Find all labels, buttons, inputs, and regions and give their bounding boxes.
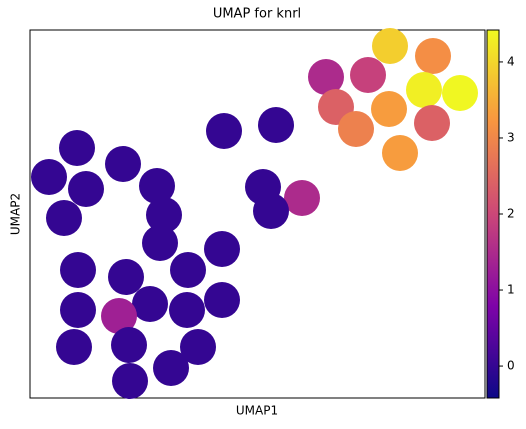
point xyxy=(68,171,104,207)
point xyxy=(371,91,407,127)
point xyxy=(180,329,216,365)
point xyxy=(206,113,242,149)
point xyxy=(60,252,96,288)
point xyxy=(60,292,96,328)
point xyxy=(56,329,92,365)
point xyxy=(406,72,442,108)
point xyxy=(169,292,205,328)
colorbar xyxy=(487,30,499,398)
point xyxy=(59,130,95,166)
point xyxy=(382,135,418,171)
point xyxy=(142,225,178,261)
point xyxy=(308,59,344,95)
point xyxy=(108,259,144,295)
point xyxy=(31,159,67,195)
x-axis-label: UMAP1 xyxy=(236,404,278,418)
point xyxy=(414,105,450,141)
point xyxy=(101,298,137,334)
point xyxy=(415,38,451,74)
point xyxy=(204,282,240,318)
point xyxy=(338,111,374,147)
y-axis-label: UMAP2 xyxy=(9,193,23,235)
point xyxy=(253,193,289,229)
colorbar-tick-label: 0 xyxy=(507,359,515,373)
chart-title: UMAP for knrl xyxy=(213,7,301,22)
colorbar-tick-label: 3 xyxy=(507,130,515,144)
point xyxy=(46,200,82,236)
point xyxy=(372,28,408,64)
point xyxy=(284,180,320,216)
colorbar-tick-label: 1 xyxy=(507,283,515,297)
point xyxy=(350,57,386,93)
point xyxy=(111,327,147,363)
colorbar-tick-label: 2 xyxy=(507,207,515,221)
point xyxy=(146,197,182,233)
point xyxy=(258,107,294,143)
point xyxy=(139,168,175,204)
point xyxy=(132,286,168,322)
plot-frame xyxy=(29,29,486,399)
point xyxy=(112,363,148,399)
point xyxy=(170,252,206,288)
colorbar-tick-label: 4 xyxy=(507,54,515,68)
point xyxy=(204,231,240,267)
point xyxy=(442,75,478,111)
point xyxy=(105,146,141,182)
point xyxy=(153,350,189,386)
